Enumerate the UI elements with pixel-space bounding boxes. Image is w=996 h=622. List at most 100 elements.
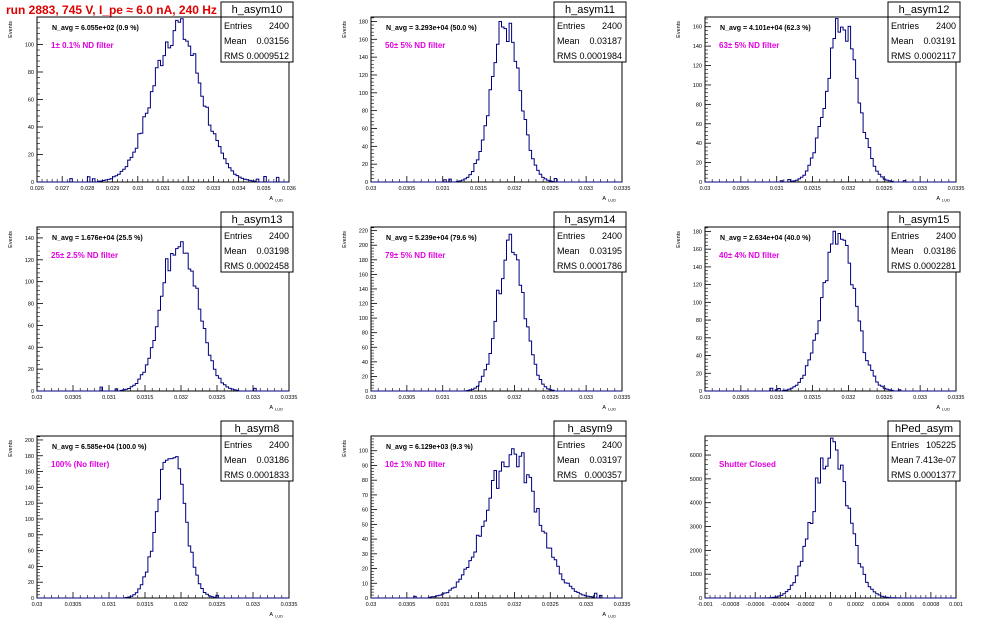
x-tick-label: 0.03 bbox=[32, 602, 43, 608]
stats-value: 105225 bbox=[926, 440, 956, 450]
stats-key: Entries bbox=[224, 21, 253, 31]
navg-label: N_avg = 4.101e+04 (62.3 %) bbox=[720, 25, 811, 32]
histogram-line bbox=[371, 448, 622, 599]
y-tick-label: 20 bbox=[28, 580, 34, 586]
stats-box bbox=[220, 1, 294, 63]
y-tick-label: 200 bbox=[359, 243, 368, 249]
stats-title: h_asym13 bbox=[232, 214, 283, 226]
x-tick-label: 0.03 bbox=[366, 602, 377, 608]
histogram-panel-h_asym15: 0.03 0.0305 0.031 0.0315 0.032 0.0325 0.033 0.0… bbox=[676, 211, 964, 412]
x-tick-label: 0.033 bbox=[579, 395, 593, 401]
x-tick-label: 0.0305 bbox=[398, 602, 415, 608]
y-tick-label: 180 bbox=[359, 19, 368, 25]
x-tick-label: 0.0008 bbox=[922, 602, 939, 608]
stats-key: RMS bbox=[224, 470, 244, 480]
x-tick-label: -0.0006 bbox=[746, 602, 765, 608]
x-tick-label: 0.0002 bbox=[847, 602, 864, 608]
y-tick-label: 80 bbox=[696, 102, 702, 108]
stats-key: Entries bbox=[891, 231, 920, 241]
y-tick-label: 20 bbox=[28, 367, 34, 373]
y-tick-label: 120 bbox=[25, 258, 34, 264]
x-tick-label: 0.0305 bbox=[732, 186, 749, 192]
stats-key: RMS bbox=[224, 261, 244, 271]
plot-frame bbox=[370, 435, 623, 599]
y-tick-label: 100 bbox=[25, 517, 34, 523]
stats-title: h_asym12 bbox=[899, 4, 950, 16]
x-axis-title: A LUD bbox=[269, 612, 283, 619]
x-tick-label: 0.034 bbox=[232, 186, 246, 192]
x-tick-label: 0.0335 bbox=[614, 602, 631, 608]
x-tick-label: 0 bbox=[829, 602, 832, 608]
y-tick-label: 0 bbox=[365, 180, 368, 186]
y-tick-label: 40 bbox=[28, 345, 34, 351]
stats-title: hPed_asym bbox=[895, 423, 953, 435]
x-tick-label: 0.03 bbox=[700, 186, 711, 192]
stats-title: h_asym8 bbox=[235, 423, 280, 435]
y-tick-label: 160 bbox=[359, 272, 368, 278]
x-tick-label: 0.03 bbox=[366, 186, 377, 192]
histogram-panel-h_asym9: 0.03 0.0305 0.031 0.0315 0.032 0.0325 0.033 0.0… bbox=[342, 420, 631, 619]
y-axis-title: Events bbox=[8, 21, 14, 38]
x-tick-label: -0.0004 bbox=[771, 602, 790, 608]
stats-key: Mean bbox=[891, 246, 914, 256]
y-tick-label: 5000 bbox=[690, 477, 702, 483]
y-tick-label: 80 bbox=[696, 318, 702, 324]
x-tick-label: 0.032 bbox=[174, 602, 188, 608]
x-tick-label: 0.027 bbox=[55, 186, 69, 192]
stats-key: Mean bbox=[891, 36, 914, 46]
y-axis-title: Events bbox=[676, 21, 682, 38]
x-tick-label: 0.0325 bbox=[209, 602, 226, 608]
y-tick-label: 20 bbox=[696, 161, 702, 167]
x-tick-label: 0.0335 bbox=[281, 395, 298, 401]
stats-value: 0.03195 bbox=[589, 246, 622, 256]
filter-annotation: 79± 5% ND filter bbox=[385, 251, 445, 260]
y-tick-label: 140 bbox=[25, 485, 34, 491]
histogram-line bbox=[37, 241, 289, 392]
navg-label: N_avg = 6.055e+02 (0.9 %) bbox=[52, 25, 139, 32]
x-tick-label: 0.031 bbox=[436, 602, 450, 608]
y-tick-label: 1000 bbox=[690, 572, 702, 578]
y-tick-label: 60 bbox=[362, 345, 368, 351]
y-tick-label: 0 bbox=[365, 596, 368, 602]
stats-key: Entries bbox=[224, 231, 253, 241]
navg-label: N_avg = 6.129e+03 (9.3 %) bbox=[386, 444, 473, 451]
x-tick-label: -0.001 bbox=[697, 602, 713, 608]
x-tick-label: 0.0006 bbox=[897, 602, 914, 608]
x-tick-label: 0.0335 bbox=[281, 602, 298, 608]
y-axis-title: Events bbox=[342, 440, 348, 457]
plot-frame bbox=[36, 435, 290, 599]
x-tick-label: 0.0315 bbox=[470, 602, 487, 608]
x-tick-label: 0.0305 bbox=[398, 186, 415, 192]
y-tick-label: 4000 bbox=[690, 501, 702, 507]
stats-title: h_asym11 bbox=[565, 4, 615, 16]
x-axis-title: A LUD bbox=[602, 196, 616, 203]
y-tick-label: 100 bbox=[693, 300, 702, 306]
x-tick-label: 0.031 bbox=[102, 602, 116, 608]
x-tick-label: 0.0315 bbox=[470, 186, 487, 192]
y-tick-label: 20 bbox=[362, 162, 368, 168]
histogram-line bbox=[705, 18, 956, 183]
stats-value: 2400 bbox=[936, 21, 956, 31]
x-tick-label: 0.0004 bbox=[872, 602, 889, 608]
navg-label: N_avg = 6.585e+04 (100.0 %) bbox=[52, 444, 147, 451]
filter-annotation: 25± 2.5% ND filter bbox=[51, 251, 118, 260]
x-tick-label: 0.0325 bbox=[209, 395, 226, 401]
x-tick-label: 0.0325 bbox=[876, 186, 893, 192]
y-tick-label: 80 bbox=[28, 302, 34, 308]
stats-value: 2400 bbox=[269, 21, 289, 31]
stats-box bbox=[553, 420, 627, 482]
filter-annotation: 63± 5% ND filter bbox=[719, 41, 779, 50]
y-tick-label: 0 bbox=[699, 389, 702, 395]
histogram-panel-h_asym14: 0.03 0.0305 0.031 0.0315 0.032 0.0325 0.033 0.0… bbox=[342, 211, 630, 412]
x-tick-label: 0.032 bbox=[174, 395, 188, 401]
y-tick-label: 70 bbox=[362, 493, 368, 499]
y-tick-label: 120 bbox=[25, 501, 34, 507]
stats-key: RMS bbox=[891, 470, 911, 480]
stats-value: 2400 bbox=[936, 231, 956, 241]
y-tick-label: 2000 bbox=[690, 548, 702, 554]
x-tick-label: 0.033 bbox=[579, 602, 593, 608]
y-tick-label: 0 bbox=[699, 180, 702, 186]
stats-value: 0.0002281 bbox=[913, 261, 956, 271]
stats-value: 0.0009512 bbox=[246, 51, 289, 61]
x-tick-label: 0.0305 bbox=[732, 395, 749, 401]
